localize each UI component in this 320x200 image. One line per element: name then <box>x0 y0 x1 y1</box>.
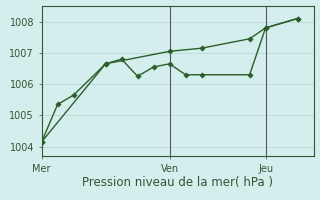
X-axis label: Pression niveau de la mer( hPa ): Pression niveau de la mer( hPa ) <box>82 176 273 189</box>
